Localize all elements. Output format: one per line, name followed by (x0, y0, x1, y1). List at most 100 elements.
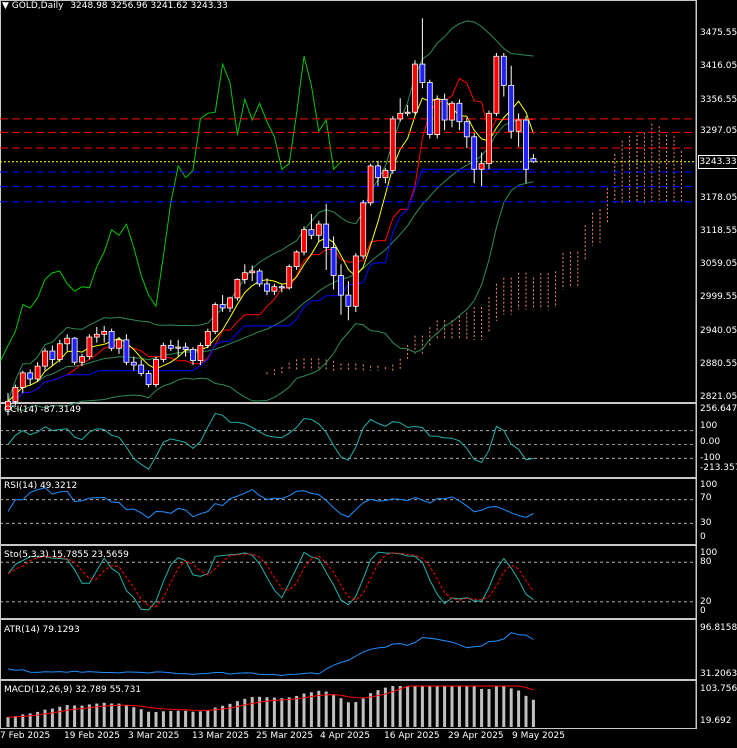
macd-signal-line (7, 685, 534, 718)
macd-histogram-bar (435, 686, 439, 727)
macd-histogram-bar (110, 703, 114, 727)
candle-body (338, 275, 344, 296)
current-price-label: 3243.33 (698, 155, 737, 169)
macd-histogram-bar (221, 705, 225, 727)
candle-body (500, 55, 507, 86)
date-tick: 3 Mar 2025 (128, 731, 180, 741)
macd-histogram-bar (420, 686, 424, 727)
macd-histogram-bar (406, 686, 410, 727)
rsi-tick: 30 (700, 518, 712, 528)
macd-histogram-bar (198, 711, 202, 727)
ohlc-high: 3256.96 (110, 1, 148, 11)
macd-histogram-bar (65, 705, 69, 727)
macd-label: MACD(12,26,9) 32.789 55.731 (4, 685, 142, 695)
candle-body (19, 372, 26, 388)
macd-histogram-bar (531, 699, 535, 727)
symbol-menu-triangle-icon[interactable]: ▼ (2, 1, 9, 11)
candle-body (515, 119, 522, 132)
candle-body (404, 111, 411, 114)
candle-body (182, 346, 189, 350)
macd-histogram-bar (317, 690, 321, 727)
price-tick: 3059.05 (700, 259, 737, 269)
candle-body (434, 98, 441, 135)
bollinger-lower-line (7, 181, 534, 412)
candle-body (153, 359, 159, 386)
macd-histogram-bar (36, 711, 40, 727)
candle-body (449, 102, 455, 121)
candle-body (530, 158, 537, 163)
candle-body (234, 279, 241, 299)
candle-body (419, 63, 426, 83)
price-tick: 2999.55 (700, 292, 737, 302)
macd-histogram-bar (295, 695, 299, 727)
macd-histogram-bar (154, 711, 158, 727)
candle-body (389, 118, 396, 171)
candle-body (523, 119, 529, 170)
price-tick: 3416.05 (700, 61, 737, 71)
macd-histogram-bar (472, 686, 476, 727)
candle-body (264, 283, 270, 292)
candle-body (478, 163, 485, 170)
candle-body (241, 272, 248, 280)
stoch-tick: 100 (700, 548, 718, 558)
macd-histogram-bar (369, 693, 373, 727)
macd-histogram-bar (250, 697, 254, 727)
candle-body (42, 350, 48, 367)
candle-body (71, 337, 78, 363)
price-tick: 2880.55 (700, 359, 737, 369)
macd-tick: 19.692 (700, 716, 732, 726)
candle-body (367, 165, 374, 204)
macd-histogram-bar (502, 686, 506, 727)
candle-body (441, 98, 448, 121)
candle-body (130, 361, 137, 366)
candle-body (56, 343, 63, 360)
candle-body (456, 102, 463, 123)
macd-histogram-bar (487, 689, 491, 727)
macd-histogram-bar (228, 703, 232, 727)
candle-body (360, 202, 367, 257)
macd-histogram-bar (280, 698, 284, 727)
candle-body (5, 400, 11, 411)
date-tick: 16 Apr 2025 (384, 731, 440, 741)
macd-histogram-bar (13, 716, 17, 727)
macd-histogram-bar (147, 711, 151, 727)
candle-body (190, 348, 196, 361)
candle-body (160, 345, 167, 360)
macd-tick: 103.756 (700, 684, 737, 694)
date-tick: 7 Feb 2025 (0, 731, 51, 741)
date-tick: 19 Feb 2025 (64, 731, 121, 741)
macd-histogram-bar (509, 688, 513, 727)
candle-body (471, 136, 478, 170)
candle-body (219, 304, 226, 309)
macd-histogram-bar (361, 698, 365, 727)
macd-histogram-bar (184, 710, 188, 727)
macd-histogram-bar (206, 710, 210, 727)
candle-body (93, 333, 100, 338)
stoch-main-line (7, 551, 534, 611)
macd-histogram-bar (450, 686, 454, 727)
macd-histogram-bar (339, 698, 343, 727)
candle-body (256, 270, 263, 285)
rsi-tick: 0 (700, 532, 706, 542)
macd-histogram-bar (161, 711, 165, 727)
candle-body (64, 337, 71, 345)
macd-histogram-bar (398, 686, 402, 727)
rsi-line (7, 487, 534, 519)
candle-body (167, 345, 174, 349)
macd-histogram-bar (28, 713, 32, 727)
macd-histogram-bar (354, 702, 358, 727)
macd-histogram-bar (117, 703, 121, 727)
cci-tick: 100 (700, 421, 718, 431)
candle-body (86, 336, 93, 358)
rsi-tick: 100 (700, 480, 718, 490)
date-tick: 25 Mar 2025 (256, 731, 314, 741)
cci-line (7, 412, 534, 470)
macd-histogram-bar (243, 698, 247, 727)
price-tick: 3356.55 (700, 95, 737, 105)
candle-body (108, 331, 115, 349)
cci-label: CCI(14) -87.3149 (4, 405, 82, 415)
macd-histogram-bar (494, 686, 498, 727)
macd-histogram-bar (132, 707, 136, 727)
